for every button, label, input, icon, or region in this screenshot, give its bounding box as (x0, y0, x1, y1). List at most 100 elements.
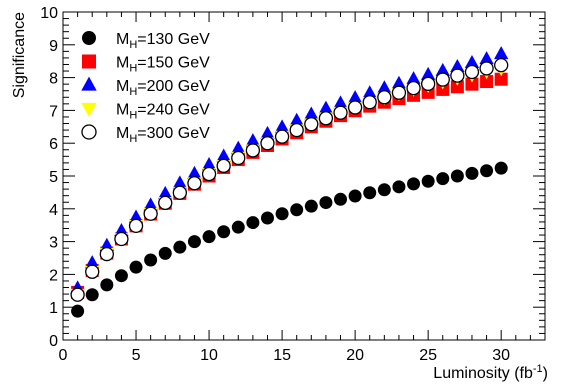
data-point (158, 195, 173, 211)
y-tick-label: 5 (49, 169, 58, 186)
data-point (421, 76, 436, 91)
data-point (318, 111, 334, 126)
data-point (304, 106, 319, 120)
data-point (333, 95, 348, 109)
data-point (201, 157, 217, 171)
x-tick-label: 0 (59, 347, 68, 364)
data-point (85, 264, 100, 279)
legend-marker (81, 124, 97, 140)
data-point (362, 95, 377, 110)
data-point (217, 225, 231, 239)
y-tick-label: 10 (40, 5, 58, 22)
y-tick-label: 0 (49, 333, 58, 350)
y-tick-label: 8 (49, 71, 58, 88)
y-axis: 0 1 2 3 4 5 6 7 8 9 10 (40, 5, 545, 350)
x-tick-label: 10 (200, 347, 218, 364)
x-axis: 0 5 10 15 20 25 30 (59, 12, 546, 364)
data-point (216, 148, 231, 162)
data-point (231, 150, 246, 166)
data-point (275, 207, 289, 221)
x-axis-label: Luminosity (fb-1) (433, 363, 548, 382)
y-tick-label: 3 (49, 235, 58, 252)
data-point (143, 206, 158, 221)
data-point (465, 77, 479, 91)
data-point (421, 174, 435, 188)
data-point (274, 119, 290, 133)
data-point (347, 100, 363, 115)
data-point (464, 64, 480, 80)
data-point (290, 203, 304, 217)
data-point (377, 90, 392, 105)
y-tick-label: 2 (49, 267, 58, 284)
series-2 (70, 46, 509, 294)
x-axis-label-close: ) (543, 365, 548, 382)
data-point (465, 166, 479, 180)
data-point (391, 75, 407, 89)
data-point (450, 58, 465, 72)
data-marks (70, 46, 509, 318)
data-point (480, 75, 494, 89)
data-point (158, 185, 173, 199)
data-point (436, 82, 450, 96)
data-point (99, 246, 114, 262)
data-point (406, 71, 421, 85)
data-point (85, 288, 99, 302)
data-point (114, 222, 129, 236)
data-point (362, 85, 377, 99)
data-point (436, 172, 450, 186)
x-tick-label: 15 (273, 347, 291, 364)
data-point (158, 246, 172, 260)
data-point (494, 72, 508, 86)
data-point (187, 235, 201, 249)
data-point (435, 62, 450, 76)
x-tick-label: 30 (492, 347, 510, 364)
data-point (245, 143, 261, 158)
data-point (494, 46, 509, 60)
data-point (363, 186, 377, 200)
y-axis-label: Significance (11, 12, 28, 98)
y-tick-label: 6 (49, 136, 58, 153)
data-point (377, 183, 391, 197)
x-tick-label: 20 (346, 347, 364, 364)
data-point (304, 199, 318, 213)
data-point (245, 133, 261, 147)
y-tick-label: 9 (49, 38, 58, 55)
y-tick-label: 4 (49, 202, 58, 219)
x-axis-label-main: Luminosity (fb (433, 365, 533, 382)
data-point (231, 140, 246, 154)
data-point (333, 105, 348, 120)
data-point (128, 209, 144, 223)
data-point (187, 165, 202, 179)
data-point (391, 85, 407, 100)
data-point (128, 218, 144, 234)
data-point (172, 185, 187, 200)
data-point (450, 80, 464, 94)
data-point (216, 158, 231, 173)
data-point (289, 122, 304, 138)
legend-label: MH=200 GeV (116, 78, 210, 98)
data-point (392, 180, 406, 194)
data-point (480, 164, 494, 178)
data-point (85, 255, 100, 269)
data-point (377, 80, 392, 94)
data-point (202, 230, 216, 244)
data-point (318, 100, 334, 114)
data-point (114, 269, 128, 283)
data-point (260, 125, 275, 139)
data-point (246, 216, 260, 230)
data-point (450, 68, 465, 83)
data-point (260, 136, 275, 151)
legend-label: MH=300 GeV (116, 125, 210, 145)
data-point (143, 197, 158, 211)
data-point (172, 175, 187, 189)
legend-marker (81, 102, 97, 117)
legend-label: MH=150 GeV (116, 55, 210, 75)
data-point (231, 220, 245, 234)
data-point (304, 117, 319, 132)
data-point (201, 166, 217, 182)
data-point (479, 51, 494, 65)
data-point (494, 57, 509, 73)
legend-marker (82, 54, 96, 69)
data-point (274, 129, 290, 144)
